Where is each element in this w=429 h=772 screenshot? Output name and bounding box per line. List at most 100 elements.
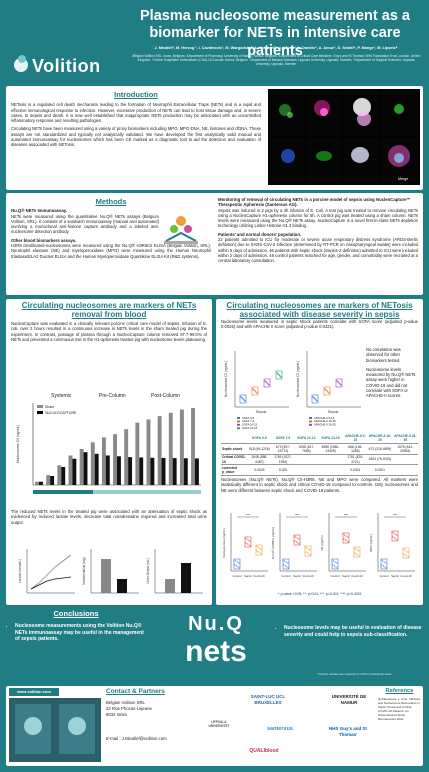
legend-label: SOFA 10-12 <box>242 423 258 427</box>
bar-sham <box>157 416 162 485</box>
box-plot <box>293 534 301 546</box>
data-point <box>407 551 409 553</box>
data-point <box>358 550 360 552</box>
data-point <box>307 548 309 550</box>
data-point <box>240 396 242 398</box>
microscopy-panel <box>343 137 379 183</box>
data-point <box>267 383 269 385</box>
contact-email[interactable]: E-mail : J.Micallef@volition.com <box>106 736 167 741</box>
bar-sham <box>101 559 111 593</box>
bar-nucleocapture <box>117 579 127 593</box>
y-axis-label: Nucleosomes (ng/mL) <box>222 528 226 557</box>
bar-sham <box>168 412 173 485</box>
bar-nucleocapture <box>128 457 133 485</box>
box-plot <box>282 558 290 570</box>
data-point <box>253 389 255 391</box>
data-point <box>248 544 250 546</box>
bar-sham <box>124 429 129 485</box>
table-header-row: SOFA 0-6 SOFA 7-9 SOFA 10-12 SOFA 13-15 APAC… <box>221 433 418 444</box>
table-cell: 0.0321 <box>367 464 393 477</box>
y-axis-label: Nucleosomes C2 (ng/mL) <box>224 361 228 397</box>
table-header-cell: SOFA 0-6 <box>247 433 271 444</box>
table-cell: 673 (218-4899) <box>367 443 393 455</box>
data-point <box>247 539 249 541</box>
bar-nucleocapture <box>139 457 144 485</box>
data-point <box>328 392 330 394</box>
data-point <box>243 399 245 401</box>
data-point <box>293 535 295 537</box>
bar-nucleocapture <box>83 452 88 485</box>
data-point <box>316 400 318 402</box>
data-point <box>359 555 361 557</box>
box-plot <box>331 558 339 570</box>
table-header-cell: APACHE-II 16-25 <box>367 433 393 444</box>
legend-swatch <box>37 411 43 414</box>
data-point <box>282 559 284 561</box>
data-point <box>314 398 316 400</box>
microscopy-panel <box>306 137 342 183</box>
data-point <box>393 532 395 534</box>
legend-swatch <box>237 423 240 426</box>
data-point <box>334 561 336 563</box>
bar-nucleocapture <box>117 456 121 485</box>
bar-sham <box>146 419 151 485</box>
conclusions-title: Conclusions <box>53 609 99 618</box>
box-plot <box>342 532 350 544</box>
table-cell <box>317 464 344 477</box>
methods-paragraph-3: Sepsis was induced in 2 pigs by a 3h inf… <box>218 207 418 229</box>
bar-sham <box>46 475 51 485</box>
box-plot <box>311 394 319 404</box>
partner-logos: SAINT-LUC UCL BRUXELLES UPPSALA UNIVERSI… <box>174 690 374 762</box>
data-point <box>277 373 279 375</box>
microscopy-panel <box>380 90 419 136</box>
x-tick-label: Septic <box>342 574 350 578</box>
data-point <box>255 545 257 547</box>
data-point <box>325 389 327 391</box>
box-plot <box>353 546 361 558</box>
phase-label: Systemic <box>51 393 72 399</box>
microscopy-panel <box>269 90 305 136</box>
data-point <box>333 565 335 567</box>
conclusion-point-2: Nucleosome levels may be useful in evalu… <box>284 625 422 638</box>
data-point <box>257 546 259 548</box>
data-point <box>258 547 260 549</box>
data-point <box>241 397 243 399</box>
box-plot <box>255 544 263 556</box>
x-tick-label: Control <box>232 574 241 578</box>
bar-sham <box>191 407 195 485</box>
x-axis-label: Sepsis <box>328 410 339 414</box>
nuq-assay-illustration <box>164 216 198 244</box>
data-point <box>404 554 406 556</box>
bar-nucleocapture <box>72 458 77 485</box>
uppsala-logo: UPPSALA UNIVERSITET <box>208 720 230 728</box>
y-axis-label: Nu.Q® H3R8Cit (ng/mL) <box>271 527 275 560</box>
table-cell: 673 (397-15774) <box>270 443 296 455</box>
significance-footnote: *: p-value <0.05; **: p<0.01; ***: p<0.0… <box>277 592 362 596</box>
bar-nucleocapture <box>61 466 66 485</box>
data-point <box>265 381 267 383</box>
data-point <box>239 567 241 569</box>
methods-title: Methods <box>95 197 127 206</box>
website-link[interactable]: www.volition.com <box>9 688 59 696</box>
table-cell <box>392 464 418 477</box>
data-point <box>295 536 297 538</box>
timeline-treatment <box>93 490 201 494</box>
box-plot <box>263 378 271 388</box>
data-point <box>394 533 396 535</box>
legend-label: NUCLEOCAPTURE <box>45 411 77 415</box>
table-cell <box>392 454 418 466</box>
data-point <box>254 390 256 392</box>
table-cell: 1761 (876-4721) <box>343 454 368 466</box>
data-point <box>295 541 297 543</box>
table-cell: corrected p_value <box>221 464 248 477</box>
data-point <box>382 560 384 562</box>
data-point <box>245 542 247 544</box>
x-tick-label: Septic <box>244 574 252 578</box>
bar-nucleocapture <box>105 455 110 485</box>
netosis-paragraph-1: Nucleosome levels measured in septic sho… <box>221 319 418 330</box>
legend-label: SOFA 7-9 <box>242 419 255 423</box>
table-header-cell: SOFA 10-12 <box>295 433 318 444</box>
data-point <box>249 540 251 542</box>
data-point <box>252 388 254 390</box>
